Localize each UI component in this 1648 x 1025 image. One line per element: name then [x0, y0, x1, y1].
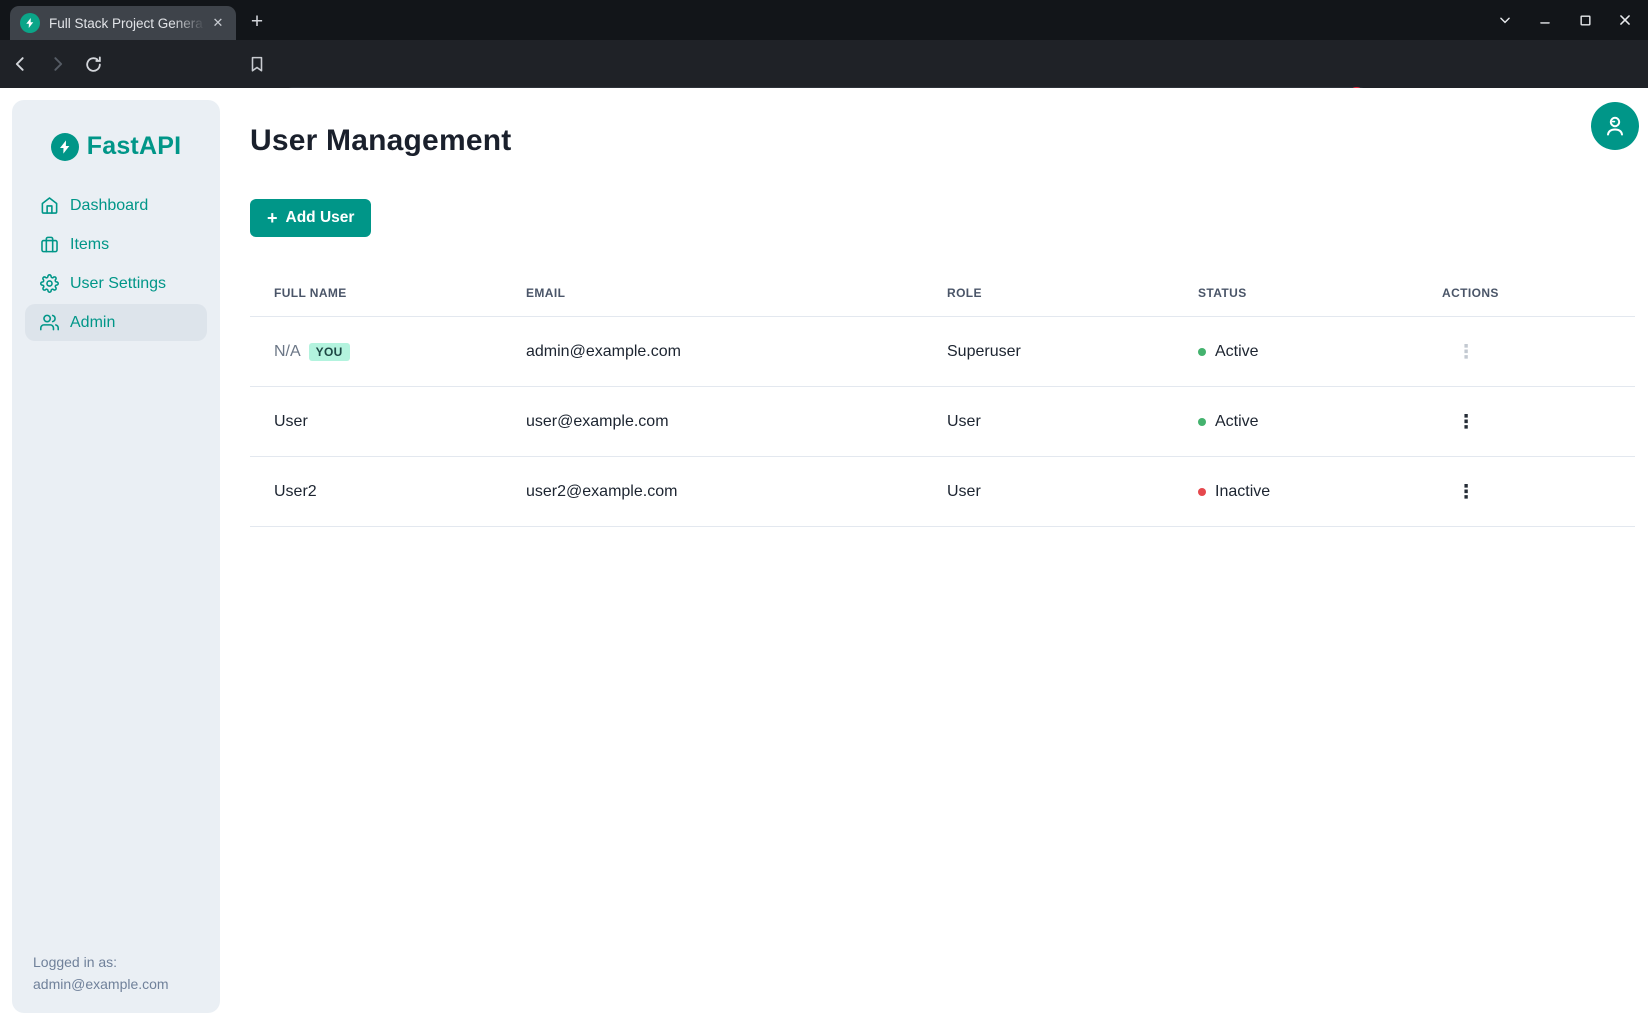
status-dot	[1198, 417, 1206, 426]
fastapi-logo: FastAPI	[12, 132, 220, 161]
close-window-icon[interactable]	[1612, 7, 1638, 33]
user-avatar-icon	[1607, 116, 1623, 136]
window-controls	[1492, 0, 1638, 40]
status-dot	[1198, 487, 1206, 496]
sidebar-item-label: User Settings	[70, 274, 167, 292]
sidebar-item-user-settings[interactable]: User Settings	[25, 265, 207, 302]
cell-role: User	[947, 412, 981, 430]
page-title: User Management	[250, 124, 512, 157]
table-row: User2 user2@example.com User Inactive ⋮	[250, 457, 1635, 527]
tab-strip: Full Stack Project Genera ✕ +	[0, 0, 1648, 40]
table-row: N/A YOU admin@example.com Superuser Acti…	[250, 317, 1635, 387]
table-header-row: Full Name Email Role Status Actions	[250, 270, 1635, 317]
browser-tab[interactable]: Full Stack Project Genera ✕	[10, 6, 236, 40]
cell-actions: ⋮	[1442, 475, 1635, 509]
back-icon[interactable]	[6, 49, 36, 79]
table-row: User user@example.com User Active ⋮	[250, 387, 1635, 457]
row-actions-menu-icon[interactable]: ⋮	[1449, 335, 1483, 369]
column-header-full-name: Full Name	[274, 286, 347, 300]
row-actions-menu-icon[interactable]: ⋮	[1449, 405, 1483, 439]
plus-icon: +	[267, 208, 278, 228]
full-name-text: N/A	[274, 342, 301, 360]
cell-full-name: User2	[250, 483, 526, 501]
status-text: Active	[1215, 342, 1259, 360]
sidebar-item-dashboard[interactable]: Dashboard	[25, 187, 207, 224]
logged-in-label: Logged in as:	[33, 954, 118, 970]
logged-in-email: admin@example.com	[33, 976, 169, 992]
cell-actions: ⋮	[1442, 335, 1635, 369]
sidebar-item-label: Admin	[70, 313, 116, 331]
user-menu-button[interactable]	[1591, 102, 1639, 150]
you-badge: YOU	[308, 342, 350, 361]
cell-status: Active	[1198, 413, 1442, 431]
add-user-button[interactable]: + Add User	[250, 199, 372, 237]
column-header-actions: Actions	[1442, 286, 1499, 300]
logged-in-footer: Logged in as: admin@example.com	[33, 951, 169, 995]
status-text: Inactive	[1215, 482, 1271, 500]
sidebar-nav: Dashboard Items User Settings Admin	[25, 187, 207, 341]
forward-icon[interactable]	[42, 49, 72, 79]
full-name-text: User	[274, 412, 308, 430]
full-name-text: User2	[274, 482, 317, 500]
add-user-label: Add User	[285, 209, 355, 226]
fastapi-favicon-icon	[20, 13, 40, 33]
logo-text: FastAPI	[86, 132, 182, 160]
page-content: FastAPI Dashboard Items User Settings A	[0, 88, 1648, 1025]
browser-toolbar: localhost/admin 1	[0, 40, 1648, 121]
reload-icon[interactable]	[78, 49, 108, 79]
cell-email: user@example.com	[526, 412, 669, 430]
cell-full-name: User	[250, 413, 526, 431]
cell-role: Superuser	[947, 342, 1021, 360]
maximize-icon[interactable]	[1572, 7, 1598, 33]
sidebar-item-label: Items	[70, 235, 110, 253]
bookmark-icon[interactable]	[242, 49, 272, 79]
cell-status: Inactive	[1198, 483, 1442, 501]
users-table: Full Name Email Role Status Actions N/A …	[250, 270, 1635, 527]
cell-full-name: N/A YOU	[250, 342, 526, 361]
column-header-status: Status	[1198, 286, 1247, 300]
briefcase-icon	[41, 236, 58, 253]
column-header-role: Role	[947, 286, 982, 300]
status-dot	[1198, 347, 1206, 356]
cell-role: User	[947, 482, 981, 500]
sidebar-item-items[interactable]: Items	[25, 226, 207, 263]
cell-status: Active	[1198, 343, 1442, 361]
sidebar-item-admin[interactable]: Admin	[25, 304, 207, 341]
gear-icon	[40, 274, 59, 293]
cell-actions: ⋮	[1442, 405, 1635, 439]
column-header-email: Email	[526, 286, 566, 300]
home-icon	[41, 197, 58, 214]
minimize-icon[interactable]	[1532, 7, 1558, 33]
tab-search-chevron-icon[interactable]	[1492, 7, 1518, 33]
tab-close-icon[interactable]: ✕	[212, 15, 224, 30]
sidebar: FastAPI Dashboard Items User Settings A	[12, 100, 220, 1013]
cell-email: user2@example.com	[526, 482, 678, 500]
status-text: Active	[1215, 412, 1259, 430]
new-tab-button[interactable]: +	[250, 10, 264, 33]
tab-title: Full Stack Project Genera	[49, 15, 203, 31]
users-icon	[40, 314, 59, 331]
row-actions-menu-icon[interactable]: ⋮	[1449, 475, 1483, 509]
sidebar-item-label: Dashboard	[70, 196, 149, 214]
fastapi-bolt-icon	[50, 132, 79, 161]
cell-email: admin@example.com	[526, 342, 681, 360]
